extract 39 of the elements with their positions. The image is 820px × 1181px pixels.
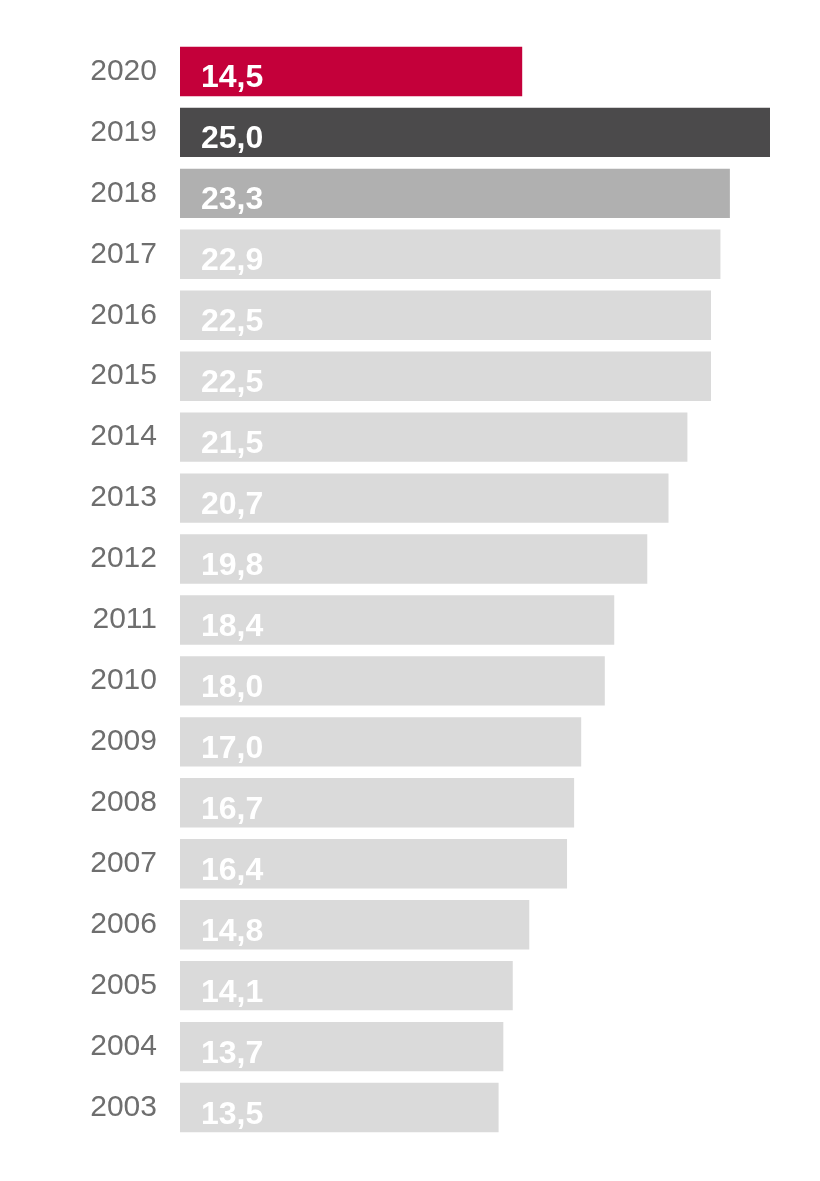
bar	[180, 46, 523, 97]
y-tick-label: 2009	[90, 723, 157, 757]
bar	[180, 595, 615, 645]
y-tick-label: 2014	[90, 418, 157, 452]
bar	[180, 473, 669, 523]
bar	[180, 290, 711, 340]
data-label: 14,5	[201, 58, 264, 95]
y-tick-label: 2012	[90, 540, 157, 574]
y-tick-label: 2017	[90, 235, 157, 269]
y-tick-label: 2004	[90, 1027, 157, 1061]
bar	[180, 534, 648, 584]
y-tick-label: 2005	[90, 966, 157, 1000]
y-tick-label: 2007	[90, 845, 157, 879]
bar	[180, 839, 568, 889]
bar	[180, 412, 688, 462]
y-tick-label: 2019	[90, 113, 157, 147]
y-tick-label: 2020	[90, 52, 157, 86]
bar	[180, 717, 582, 767]
y-tick-label: 2013	[90, 479, 157, 513]
bar	[180, 900, 530, 950]
bar	[180, 168, 730, 219]
data-label: 25,0	[201, 119, 264, 156]
bar	[180, 107, 770, 158]
bar	[180, 1021, 504, 1072]
y-tick-label: 2015	[90, 357, 157, 391]
y-tick-label: 2003	[90, 1088, 157, 1122]
y-tick-label: 2018	[90, 174, 157, 208]
bar	[180, 1082, 499, 1133]
y-tick-label: 2006	[90, 905, 157, 939]
bar	[180, 778, 575, 828]
bar	[180, 351, 711, 401]
y-tick-label: 2016	[90, 296, 157, 330]
data-label: 23,3	[201, 180, 264, 217]
bar	[180, 656, 605, 706]
y-tick-label: 2008	[90, 784, 157, 818]
y-tick-label: 2011	[92, 601, 157, 635]
bar	[180, 229, 721, 279]
bar	[180, 960, 513, 1011]
y-tick-label: 2010	[90, 662, 157, 696]
